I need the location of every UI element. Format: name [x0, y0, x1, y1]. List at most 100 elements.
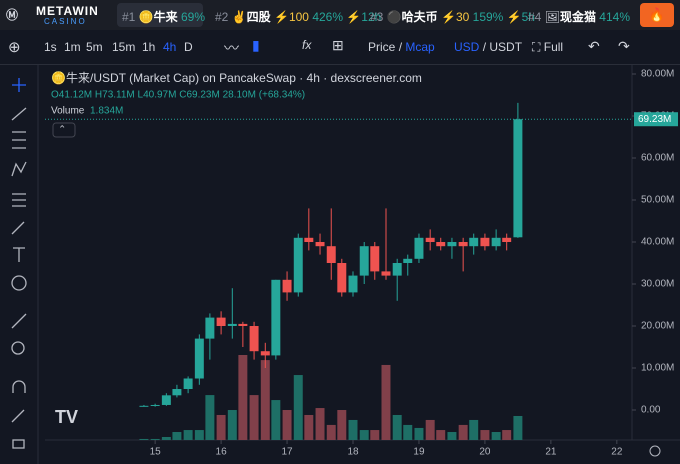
settings-icon[interactable]	[649, 445, 661, 457]
zoom-tool[interactable]	[11, 341, 25, 355]
ticker[interactable]: #2 ✌四股 ⚡100 426% ⚡12h	[215, 10, 382, 24]
volume-bar	[425, 419, 435, 440]
interval[interactable]: 1s	[44, 40, 57, 54]
emoji-tool[interactable]	[11, 275, 27, 291]
candle-body	[326, 246, 336, 264]
price: Price	[368, 40, 396, 54]
volume-bar	[205, 395, 215, 440]
fullscreen[interactable]: ⛶ Full	[532, 40, 564, 54]
price-label: 69.23M	[638, 114, 671, 125]
candle-body	[304, 237, 314, 242]
candle-body	[381, 271, 391, 276]
rank: #4	[528, 10, 542, 24]
interval[interactable]: 1h	[142, 40, 156, 54]
brush-tool[interactable]	[11, 221, 25, 235]
x-tick-label: 15	[150, 447, 162, 458]
currency-toggle[interactable]: USD / USDT	[454, 40, 522, 54]
rank: #3	[370, 10, 384, 24]
indicator-icon[interactable]: fx	[302, 38, 312, 52]
logo[interactable]: METAWIN	[36, 4, 99, 18]
candle-icon[interactable]: ▮	[252, 37, 260, 53]
candle-body	[458, 241, 468, 247]
volume-bar	[480, 430, 490, 440]
volume-bar	[436, 430, 446, 440]
candle-body	[150, 404, 160, 406]
line-chart-icon[interactable]: 〰	[224, 40, 240, 57]
change: 159%	[472, 10, 504, 24]
collapse-button[interactable]	[52, 122, 76, 138]
chart-icon: 🪙	[51, 71, 66, 85]
ticker[interactable]: #3 ⚫哈夫币 ⚡30 159% ⚡5h	[370, 10, 535, 24]
rank: #1	[122, 10, 136, 24]
candle-body	[502, 237, 512, 242]
interval[interactable]: 15m	[112, 40, 136, 54]
candle-body	[161, 395, 171, 405]
boost: ⚡30	[441, 10, 470, 24]
undo[interactable]: ↶	[588, 38, 600, 54]
fib-tool[interactable]	[12, 131, 26, 149]
ticker-name: 现金猫	[559, 10, 596, 24]
volume-title: Volume	[51, 106, 85, 117]
ticker-name: 四股	[246, 10, 271, 24]
volume-bar	[447, 432, 457, 440]
ticker-name: 哈夫币	[401, 10, 438, 24]
candle-body	[425, 237, 435, 242]
boost: ⚡100	[274, 10, 309, 24]
usd: USD	[454, 40, 480, 54]
y-tick-label: 10.00M	[641, 363, 674, 374]
candle-body	[249, 326, 259, 352]
candle-body	[282, 279, 292, 293]
x-tick-label: 21	[545, 447, 557, 458]
lock-tool[interactable]	[12, 439, 25, 449]
interval[interactable]: 4h	[163, 40, 177, 54]
y-tick-label: 80.00M	[641, 69, 674, 80]
tv-logo: TV	[55, 407, 78, 427]
ticker[interactable]: #1 🪙牛来 69%	[122, 10, 206, 24]
line-tool[interactable]	[11, 107, 27, 121]
plot: 0.00 10.00M 20.00M 30.00M 40.00M 50.00M 60.00M…	[45, 69, 678, 458]
volume-bar	[249, 395, 259, 440]
interval[interactable]: 5m	[86, 40, 103, 54]
layout-icon[interactable]: ⊞	[332, 37, 344, 53]
ruler-tool[interactable]	[11, 313, 27, 329]
candle-body	[227, 323, 237, 327]
x-tick-label: 16	[216, 447, 228, 458]
volume-bar	[513, 415, 523, 440]
magnet-tool[interactable]	[12, 380, 26, 393]
ticker[interactable]: #4 🖼现金猫 414%	[528, 10, 630, 24]
price-mcap-toggle[interactable]: Price / Mcap	[368, 40, 435, 54]
change: 69%	[181, 10, 206, 24]
x-tick-label: 18	[347, 447, 359, 458]
candle-body	[370, 246, 380, 272]
crosshair-tool[interactable]	[12, 78, 26, 92]
volume-bar	[139, 438, 149, 440]
candle-body	[447, 241, 457, 247]
volume-bar	[359, 430, 369, 440]
candle-body	[139, 405, 149, 407]
redo[interactable]: ↷	[618, 38, 630, 54]
volume-bar	[469, 419, 479, 440]
interval[interactable]: 1m	[64, 40, 81, 54]
y-tick-label: 40.00M	[641, 237, 674, 248]
interval[interactable]: D	[184, 40, 193, 54]
x-tick-label: 22	[611, 447, 623, 458]
candle-body	[216, 317, 226, 327]
text-tool[interactable]	[13, 247, 25, 262]
volume-bar	[161, 436, 171, 440]
candle-body	[238, 323, 248, 327]
hot-button[interactable]: 🔥	[640, 3, 674, 27]
volume-bar	[260, 360, 270, 440]
candle-body	[414, 237, 424, 259]
y-tick-label: 50.00M	[641, 195, 674, 206]
candle-body	[271, 279, 281, 356]
draw-lock-tool[interactable]	[11, 409, 25, 423]
prediction-tool[interactable]	[12, 193, 26, 207]
pattern-tool[interactable]	[11, 161, 27, 177]
add-icon[interactable]: ⊕	[8, 39, 21, 56]
top-bar: Ⓜ METAWIN CASINO #1 🪙牛来 69% #2 ✌四股 ⚡100 …	[0, 0, 680, 30]
usdt: USDT	[489, 40, 523, 54]
volume-bar	[293, 375, 303, 440]
x-tick-label: 19	[413, 447, 425, 458]
volume-bar	[458, 424, 468, 440]
